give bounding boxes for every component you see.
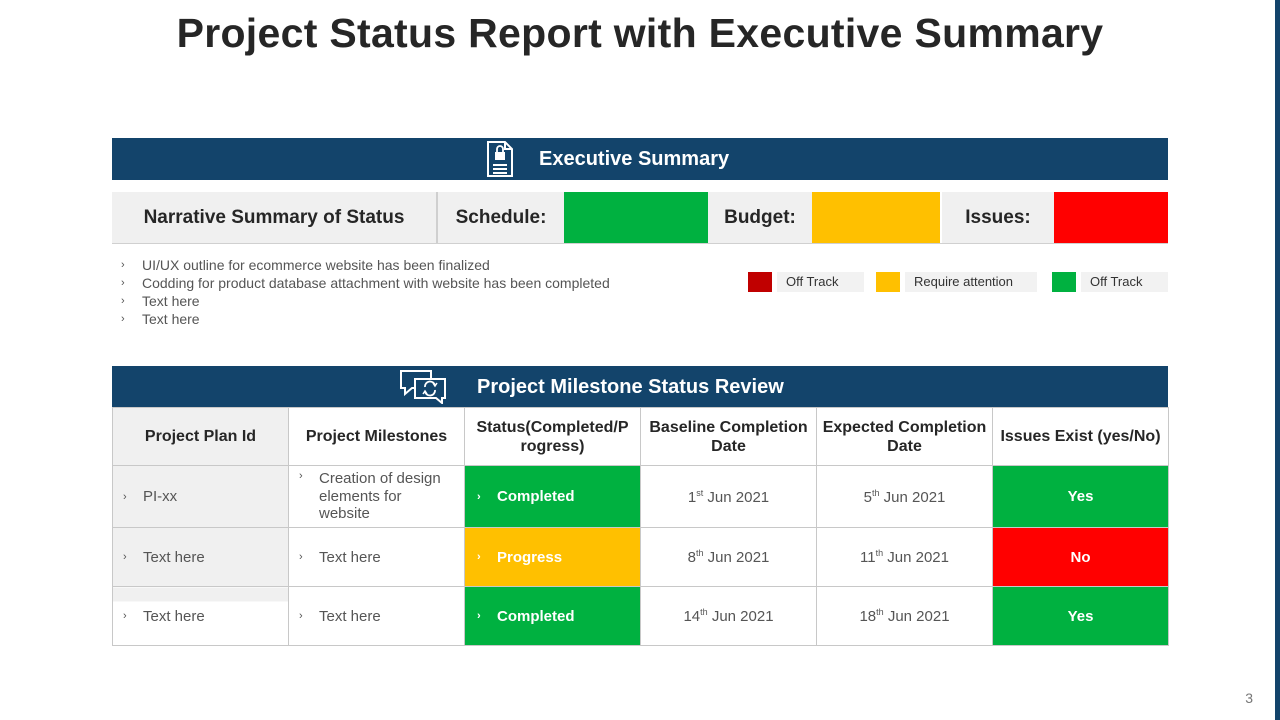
schedule-status-indicator bbox=[564, 192, 708, 243]
status-cell: › Completed bbox=[464, 586, 641, 646]
column-header: Baseline Completion Date bbox=[640, 407, 817, 466]
chevron-right-icon: › bbox=[123, 551, 127, 563]
expected-date-cell: 11th Jun 2021 bbox=[816, 527, 993, 587]
issues-exist-cell: Yes bbox=[992, 586, 1169, 646]
chevron-right-icon: › bbox=[123, 490, 127, 503]
executive-summary-heading: Executive Summary bbox=[539, 148, 730, 170]
divider bbox=[112, 243, 1168, 244]
expected-date-cell: 18th Jun 2021 bbox=[816, 586, 993, 646]
chat-refresh-icon bbox=[400, 370, 446, 404]
expected-date-cell: 5th Jun 2021 bbox=[816, 465, 993, 528]
legend-item-off-track-red: Off Track bbox=[748, 272, 864, 292]
column-header: Status(Completed/P rogress) bbox=[464, 407, 641, 466]
issues-exist-cell: Yes bbox=[992, 465, 1169, 528]
chevron-right-icon: › bbox=[477, 551, 481, 563]
column-header: Issues Exist (yes/No) bbox=[992, 407, 1169, 466]
chevron-right-icon: › bbox=[477, 490, 481, 503]
list-item: › Text here bbox=[121, 311, 200, 327]
chevron-right-icon: › bbox=[121, 259, 125, 271]
chevron-right-icon: › bbox=[121, 277, 125, 289]
table-row: › Text here › Text here › Completed 14th Ju… bbox=[112, 586, 1169, 646]
status-cell: › Completed bbox=[464, 465, 641, 528]
baseline-date-cell: 1st Jun 2021 bbox=[640, 465, 817, 528]
milestone-status-header: Project Milestone Status Review bbox=[112, 366, 1168, 408]
issues-label: Issues: bbox=[942, 192, 1054, 243]
milestone-cell: › Text here bbox=[288, 586, 465, 646]
budget-label: Budget: bbox=[708, 192, 812, 243]
status-cell: › Progress bbox=[464, 527, 641, 587]
baseline-date-cell: 14th Jun 2021 bbox=[640, 586, 817, 646]
chevron-right-icon: › bbox=[299, 470, 303, 483]
schedule-label: Schedule: bbox=[438, 192, 564, 243]
list-item: › UI/UX outline for ecommerce website has… bbox=[121, 257, 490, 273]
chevron-right-icon: › bbox=[477, 610, 481, 622]
column-header: Project Plan Id bbox=[112, 407, 289, 466]
milestone-cell: › Text here bbox=[288, 527, 465, 587]
milestone-cell: › Creation of design elements for website bbox=[288, 465, 465, 528]
issues-exist-cell: No bbox=[992, 527, 1169, 587]
narrative-bullet-list: › UI/UX outline for ecommerce website has… bbox=[121, 256, 610, 328]
list-item: › Codding for product database attachment… bbox=[121, 275, 610, 291]
legend-swatch bbox=[1052, 272, 1076, 292]
plan-id-cell: › Text here bbox=[112, 527, 289, 587]
legend-swatch bbox=[748, 272, 772, 292]
chevron-right-icon: › bbox=[123, 610, 127, 622]
executive-summary-header: Executive Summary bbox=[112, 138, 1168, 180]
issues-status-indicator bbox=[1054, 192, 1168, 243]
table-row: › Text here › Text here › Progress 8th Jun … bbox=[112, 527, 1169, 587]
list-item: › Text here bbox=[121, 293, 200, 309]
chevron-right-icon: › bbox=[121, 295, 125, 307]
baseline-date-cell: 8th Jun 2021 bbox=[640, 527, 817, 587]
milestone-table: Project Plan Id Project Milestones Statu… bbox=[112, 407, 1169, 646]
legend-item-off-track-green: Off Track bbox=[1052, 272, 1168, 292]
legend-item-require-attention: Require attention bbox=[876, 272, 1037, 292]
milestone-status-heading: Project Milestone Status Review bbox=[477, 376, 784, 398]
plan-id-cell: › Text here bbox=[112, 586, 289, 646]
page-title: Project Status Report with Executive Sum… bbox=[176, 10, 1104, 56]
budget-status-indicator bbox=[812, 192, 940, 243]
chevron-right-icon: › bbox=[299, 610, 303, 622]
plan-id-cell: › PI-xx bbox=[112, 465, 289, 528]
right-edge-bar bbox=[1275, 0, 1280, 720]
legend-swatch bbox=[876, 272, 900, 292]
page-number: 3 bbox=[1245, 690, 1253, 706]
divider bbox=[436, 192, 438, 243]
table-row: › PI-xx › Creation of design elements for … bbox=[112, 465, 1169, 528]
document-lock-icon bbox=[487, 141, 513, 177]
status-row: Narrative Summary of Status Schedule: Bu… bbox=[112, 192, 1168, 243]
column-header: Expected Completion Date bbox=[816, 407, 993, 466]
chevron-right-icon: › bbox=[121, 313, 125, 325]
narrative-summary-label: Narrative Summary of Status bbox=[112, 192, 436, 243]
table-header-row: Project Plan Id Project Milestones Statu… bbox=[112, 407, 1169, 466]
chevron-right-icon: › bbox=[299, 551, 303, 563]
column-header: Project Milestones bbox=[288, 407, 465, 466]
